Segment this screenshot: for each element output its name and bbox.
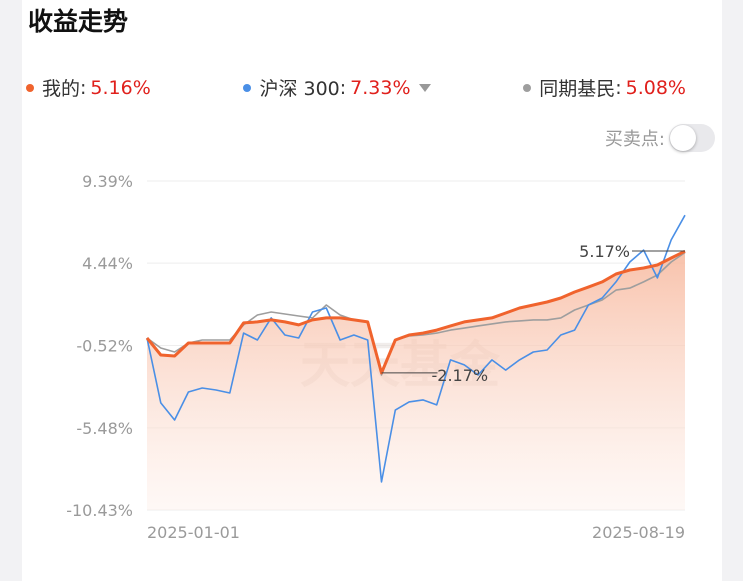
legend-separator: : bbox=[615, 76, 622, 99]
area bbox=[147, 251, 685, 510]
toggle-switch[interactable] bbox=[669, 124, 715, 152]
x-tick-label: 2025-08-19 bbox=[592, 523, 685, 542]
toggle-label: 买卖点: bbox=[604, 129, 665, 150]
legend-dot bbox=[26, 83, 34, 92]
y-tick-label: -10.43% bbox=[66, 501, 133, 520]
legend-name: 同期基民 bbox=[539, 78, 616, 100]
y-tick-label: -0.52% bbox=[76, 337, 133, 356]
legend-item: 沪深 300:7.33% bbox=[243, 74, 431, 101]
y-tick-label: 9.39% bbox=[82, 172, 133, 191]
page-title: 收益走势 bbox=[28, 7, 129, 36]
legend-value: 7.33% bbox=[350, 76, 411, 99]
toggle-knob bbox=[670, 125, 696, 151]
legend-dot bbox=[523, 83, 532, 92]
y-tick-label: 4.44% bbox=[82, 254, 133, 273]
annotation-label: 5.17% bbox=[579, 242, 630, 261]
annotation-label: -2.17% bbox=[432, 366, 489, 385]
series-line bbox=[145, 249, 686, 375]
legend-name: 我的 bbox=[42, 78, 81, 100]
legend-separator: : bbox=[339, 76, 347, 99]
series-line bbox=[146, 214, 686, 483]
legend-dot bbox=[243, 83, 252, 92]
toggle-row[interactable]: 买卖点: bbox=[605, 124, 715, 152]
legend: 我的:5.16% 沪深 300:7.33% 同期基民:5.08% bbox=[26, 74, 686, 101]
dropdown-arrow bbox=[418, 83, 431, 92]
legend-separator: : bbox=[80, 76, 87, 99]
y-tick-label: -5.48% bbox=[76, 419, 133, 438]
legend-value: 5.08% bbox=[625, 76, 686, 99]
legend-value: 5.16% bbox=[90, 76, 151, 99]
legend-item: 同期基民:5.08% bbox=[523, 74, 686, 101]
x-tick-label: 2025-01-01 bbox=[147, 523, 240, 542]
legend-item: 我的:5.16% bbox=[26, 74, 151, 101]
legend-name: 沪深 300 bbox=[259, 78, 340, 100]
